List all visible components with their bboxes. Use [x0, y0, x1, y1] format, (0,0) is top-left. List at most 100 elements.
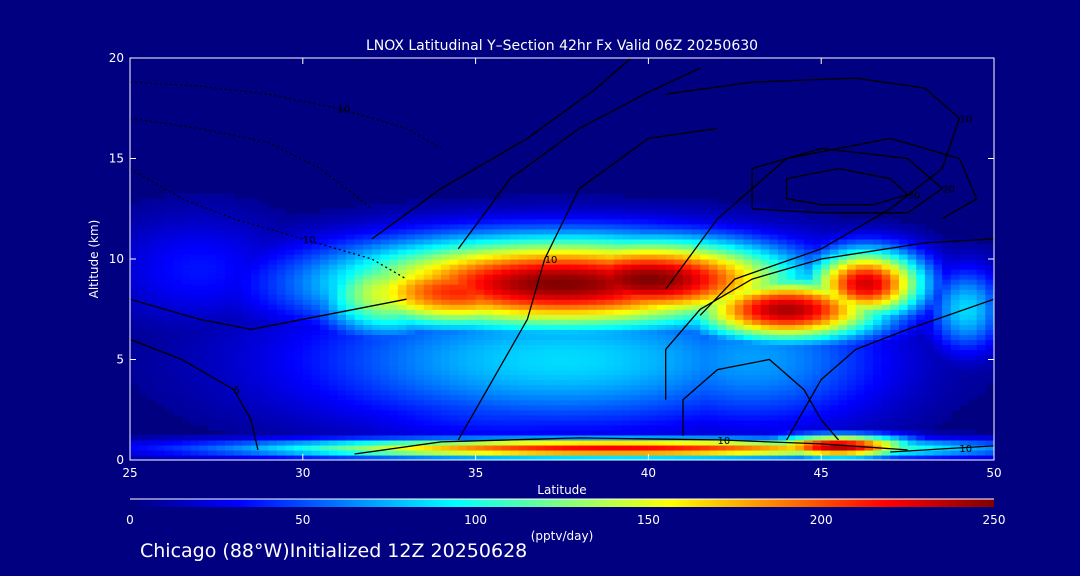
- heat-cell: [700, 299, 710, 305]
- heat-cell: [536, 424, 546, 431]
- heat-cell: [648, 259, 658, 265]
- heat-cell: [605, 238, 615, 245]
- heat-cell: [795, 334, 805, 341]
- heat-cell: [803, 274, 814, 280]
- heat-cell: [605, 339, 615, 346]
- heat-cell: [700, 213, 710, 220]
- heat-cell: [873, 294, 883, 300]
- heat-cell: [242, 248, 252, 255]
- heat-cell: [276, 389, 287, 396]
- heat-cell: [657, 203, 667, 210]
- heat-cell: [449, 228, 459, 235]
- heat-cell: [613, 203, 624, 210]
- heat-cell: [276, 304, 287, 310]
- heat-cell: [380, 223, 390, 230]
- heat-cell: [752, 364, 762, 371]
- heat-cell: [320, 284, 330, 290]
- heat-cell: [778, 349, 788, 356]
- heat-cell: [605, 208, 615, 215]
- heat-cell: [432, 284, 442, 290]
- heat-cell: [320, 294, 330, 300]
- heat-cell: [648, 238, 658, 245]
- heat-cell: [760, 238, 770, 245]
- heat-cell: [527, 384, 537, 391]
- heat-cell: [933, 434, 943, 441]
- heat-cell: [682, 299, 693, 305]
- heat-cell: [881, 424, 891, 431]
- heat-cell: [717, 389, 727, 396]
- heat-cell: [380, 439, 390, 446]
- heat-cell: [320, 439, 330, 446]
- heat-cell: [734, 289, 745, 295]
- heat-cell: [216, 339, 226, 346]
- heat-cell: [553, 264, 563, 270]
- heat-cell: [760, 434, 770, 441]
- heat-cell: [181, 238, 192, 245]
- heat-cell: [821, 264, 831, 270]
- heat-cell: [803, 259, 814, 265]
- heat-cell: [587, 359, 598, 366]
- heat-cell: [268, 369, 278, 376]
- heat-cell: [268, 374, 278, 381]
- heat-cell: [406, 304, 416, 310]
- heat-cell: [622, 289, 632, 295]
- heat-cell: [225, 439, 235, 446]
- heat-cell: [492, 339, 503, 346]
- heat-cell: [181, 369, 192, 376]
- heat-cell: [890, 238, 900, 245]
- heat-cell: [639, 409, 649, 416]
- heat-cell: [752, 208, 762, 215]
- heat-cell: [207, 424, 217, 431]
- heat-cell: [423, 434, 433, 441]
- heat-cell: [302, 339, 313, 346]
- heat-cell: [847, 223, 857, 230]
- heat-cell: [380, 319, 390, 325]
- heat-cell: [864, 238, 874, 245]
- heat-cell: [380, 294, 390, 300]
- heat-cell: [294, 394, 304, 401]
- heat-cell: [795, 374, 805, 381]
- heat-cell: [734, 319, 745, 325]
- heat-cell: [406, 243, 416, 250]
- heat-cell: [682, 439, 693, 446]
- heat-cell: [527, 284, 537, 290]
- heat-cell: [311, 359, 321, 366]
- heat-cell: [346, 269, 356, 275]
- heat-cell: [622, 259, 632, 265]
- heat-cell: [432, 384, 442, 391]
- heat-cell: [484, 213, 494, 220]
- heat-cell: [674, 238, 684, 245]
- heat-cell: [717, 228, 727, 235]
- heat-cell: [164, 289, 174, 295]
- heat-cell: [501, 414, 511, 421]
- heat-cell: [441, 284, 451, 290]
- heat-cell: [311, 223, 321, 230]
- heat-cell: [423, 319, 433, 325]
- heat-cell: [510, 399, 520, 406]
- heat-cell: [924, 324, 935, 330]
- heat-cell: [432, 424, 442, 431]
- heat-cell: [138, 248, 148, 255]
- heat-cell: [812, 394, 822, 401]
- heat-cell: [881, 274, 891, 280]
- heat-cell: [700, 384, 710, 391]
- heat-cell: [354, 394, 364, 401]
- heat-cell: [786, 274, 796, 280]
- heat-cell: [536, 238, 546, 245]
- heat-cell: [302, 269, 313, 275]
- heat-cell: [631, 399, 641, 406]
- heat-cell: [285, 349, 295, 356]
- heat-cell: [492, 444, 503, 451]
- heat-cell: [916, 223, 926, 230]
- heat-cell: [363, 394, 373, 401]
- heat-cell: [708, 454, 719, 460]
- heat-cell: [397, 259, 408, 265]
- heat-cell: [726, 228, 736, 235]
- heat-cell: [130, 218, 140, 225]
- heat-cell: [242, 279, 252, 285]
- heat-cell: [726, 264, 736, 270]
- heat-cell: [173, 309, 183, 315]
- heat-cell: [510, 198, 520, 205]
- heat-cell: [968, 439, 978, 446]
- heat-cell: [700, 444, 710, 451]
